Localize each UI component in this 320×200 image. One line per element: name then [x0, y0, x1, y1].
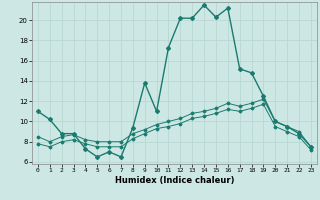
X-axis label: Humidex (Indice chaleur): Humidex (Indice chaleur) — [115, 176, 234, 185]
